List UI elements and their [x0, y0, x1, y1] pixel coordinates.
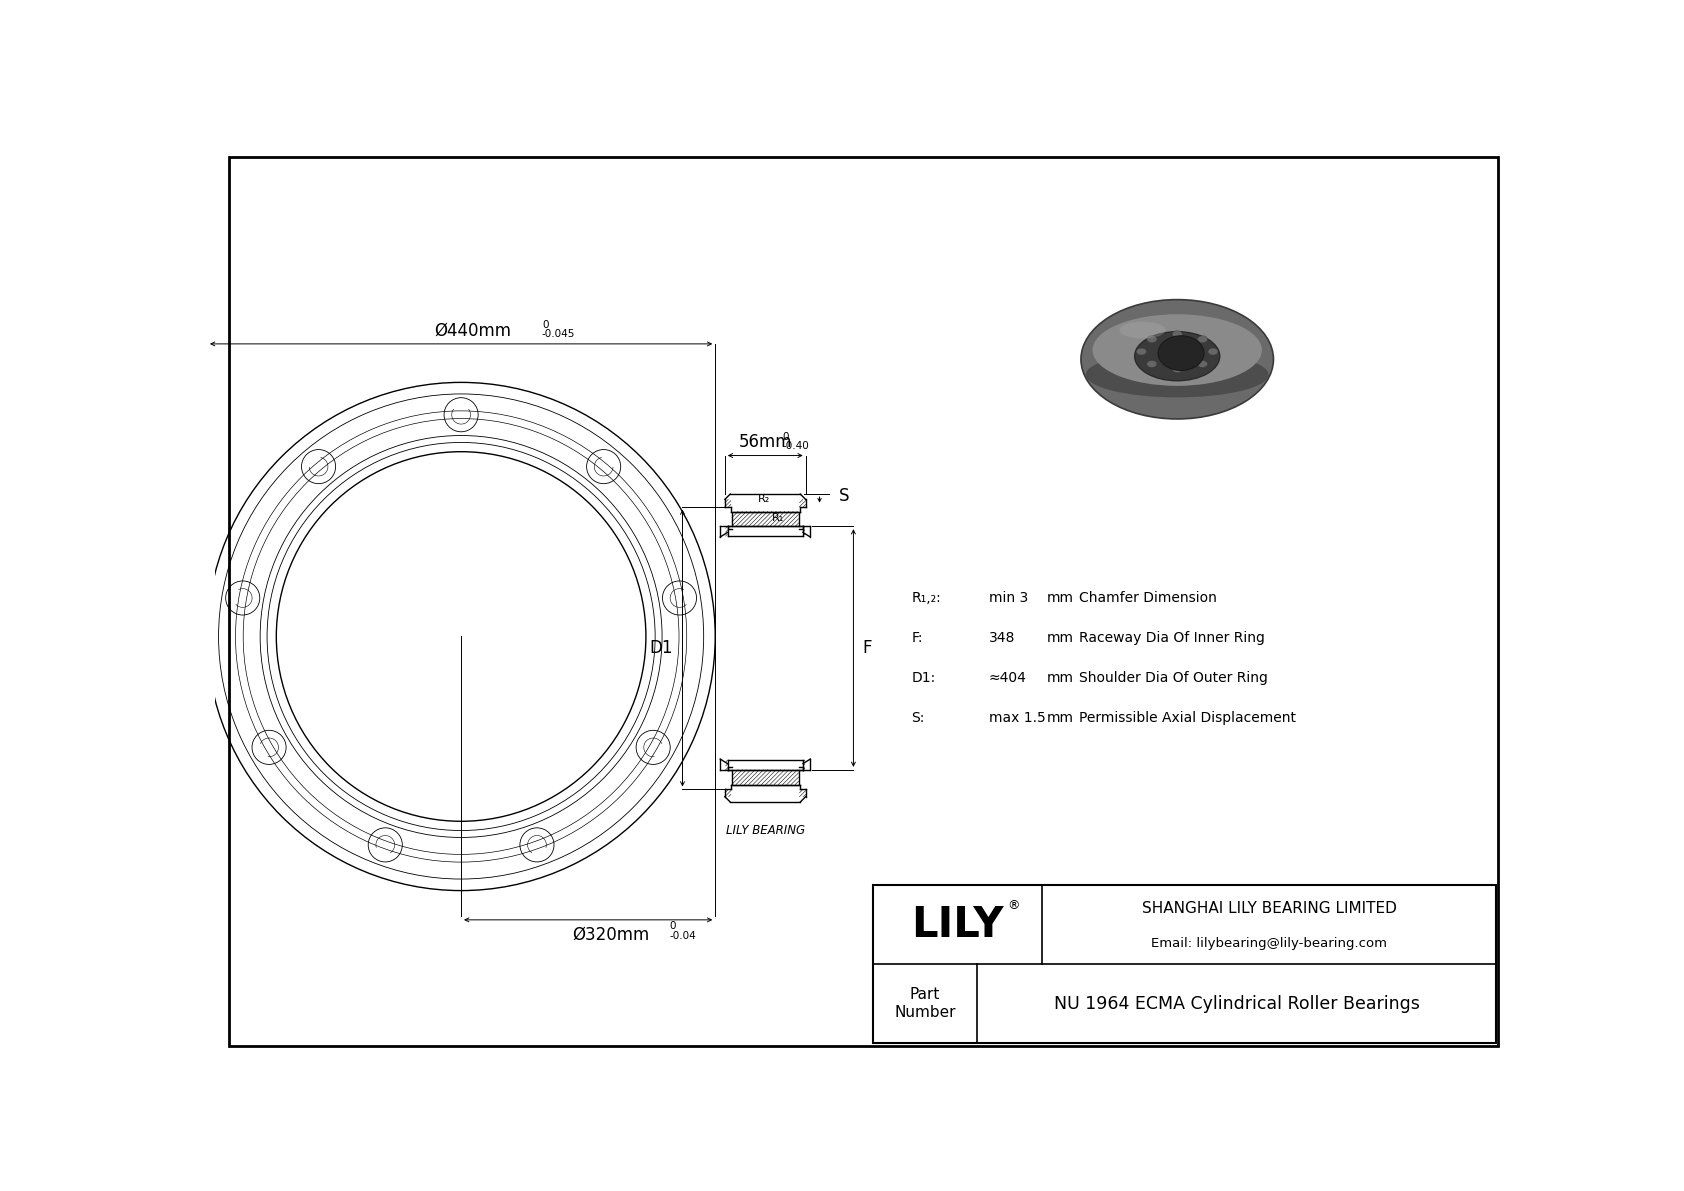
Text: SHANGHAI LILY BEARING LIMITED: SHANGHAI LILY BEARING LIMITED [1142, 902, 1396, 916]
Ellipse shape [1081, 300, 1273, 419]
Text: 0: 0 [542, 320, 549, 330]
Text: F: F [862, 640, 872, 657]
Text: Raceway Dia Of Inner Ring: Raceway Dia Of Inner Ring [1079, 631, 1265, 646]
Ellipse shape [1159, 336, 1204, 370]
Text: 56mm: 56mm [739, 432, 791, 451]
Text: Shoulder Dia Of Outer Ring: Shoulder Dia Of Outer Ring [1079, 671, 1268, 685]
Text: F:: F: [911, 631, 923, 646]
Text: Ø440mm: Ø440mm [434, 322, 512, 339]
Text: Part
Number: Part Number [894, 987, 957, 1019]
Text: NU 1964 ECMA Cylindrical Roller Bearings: NU 1964 ECMA Cylindrical Roller Bearings [1054, 994, 1420, 1012]
Bar [872, 885, 1495, 1043]
Bar [733, 512, 798, 526]
Text: 348: 348 [989, 631, 1015, 646]
Ellipse shape [1147, 336, 1157, 343]
Ellipse shape [1093, 314, 1261, 386]
Text: min 3: min 3 [989, 591, 1027, 605]
Text: -0.045: -0.045 [542, 329, 576, 339]
Ellipse shape [1172, 331, 1182, 337]
Text: ®: ® [1007, 899, 1019, 912]
Text: mm: mm [1046, 631, 1073, 646]
Text: R₁: R₁ [771, 513, 783, 523]
Ellipse shape [1172, 366, 1182, 373]
Text: -0.04: -0.04 [669, 930, 695, 941]
Ellipse shape [1120, 322, 1165, 338]
Text: LILY BEARING: LILY BEARING [726, 824, 805, 836]
Ellipse shape [1197, 336, 1207, 343]
Text: Chamfer Dimension: Chamfer Dimension [1079, 591, 1218, 605]
Text: 0: 0 [669, 922, 675, 931]
Text: Permissible Axial Displacement: Permissible Axial Displacement [1079, 711, 1297, 725]
Text: Ø320mm: Ø320mm [573, 927, 650, 944]
Text: LILY: LILY [911, 904, 1004, 946]
Text: Email: lilybearing@lily-bearing.com: Email: lilybearing@lily-bearing.com [1152, 937, 1388, 950]
Ellipse shape [1135, 331, 1219, 381]
Text: D1:: D1: [911, 671, 936, 685]
Text: -0.40: -0.40 [781, 441, 808, 451]
Text: S:: S: [911, 711, 925, 725]
Text: mm: mm [1046, 671, 1073, 685]
Ellipse shape [1086, 353, 1268, 398]
Ellipse shape [1197, 361, 1207, 368]
Ellipse shape [1137, 348, 1147, 355]
Ellipse shape [1147, 361, 1157, 368]
Text: 0: 0 [781, 431, 788, 442]
Text: ≈404: ≈404 [989, 671, 1027, 685]
Text: mm: mm [1046, 591, 1073, 605]
Text: max 1.5: max 1.5 [989, 711, 1046, 725]
Text: R₁,₂:: R₁,₂: [911, 591, 941, 605]
Text: D1: D1 [650, 640, 674, 657]
Bar [733, 769, 798, 785]
Ellipse shape [1207, 348, 1218, 355]
Text: S: S [839, 487, 849, 505]
Text: mm: mm [1046, 711, 1073, 725]
Text: R₂: R₂ [758, 493, 770, 504]
